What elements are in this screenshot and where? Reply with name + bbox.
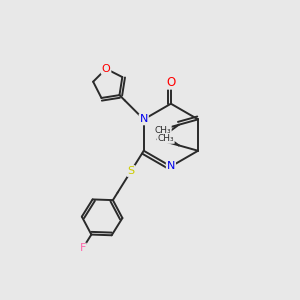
- Text: O: O: [102, 64, 110, 74]
- Text: O: O: [166, 76, 176, 89]
- Text: N: N: [140, 114, 148, 124]
- Text: CH₃: CH₃: [154, 126, 171, 135]
- Text: N: N: [167, 161, 175, 171]
- Text: S: S: [161, 130, 168, 140]
- Text: S: S: [128, 166, 135, 176]
- Text: CH₃: CH₃: [157, 134, 174, 143]
- Text: F: F: [80, 244, 86, 254]
